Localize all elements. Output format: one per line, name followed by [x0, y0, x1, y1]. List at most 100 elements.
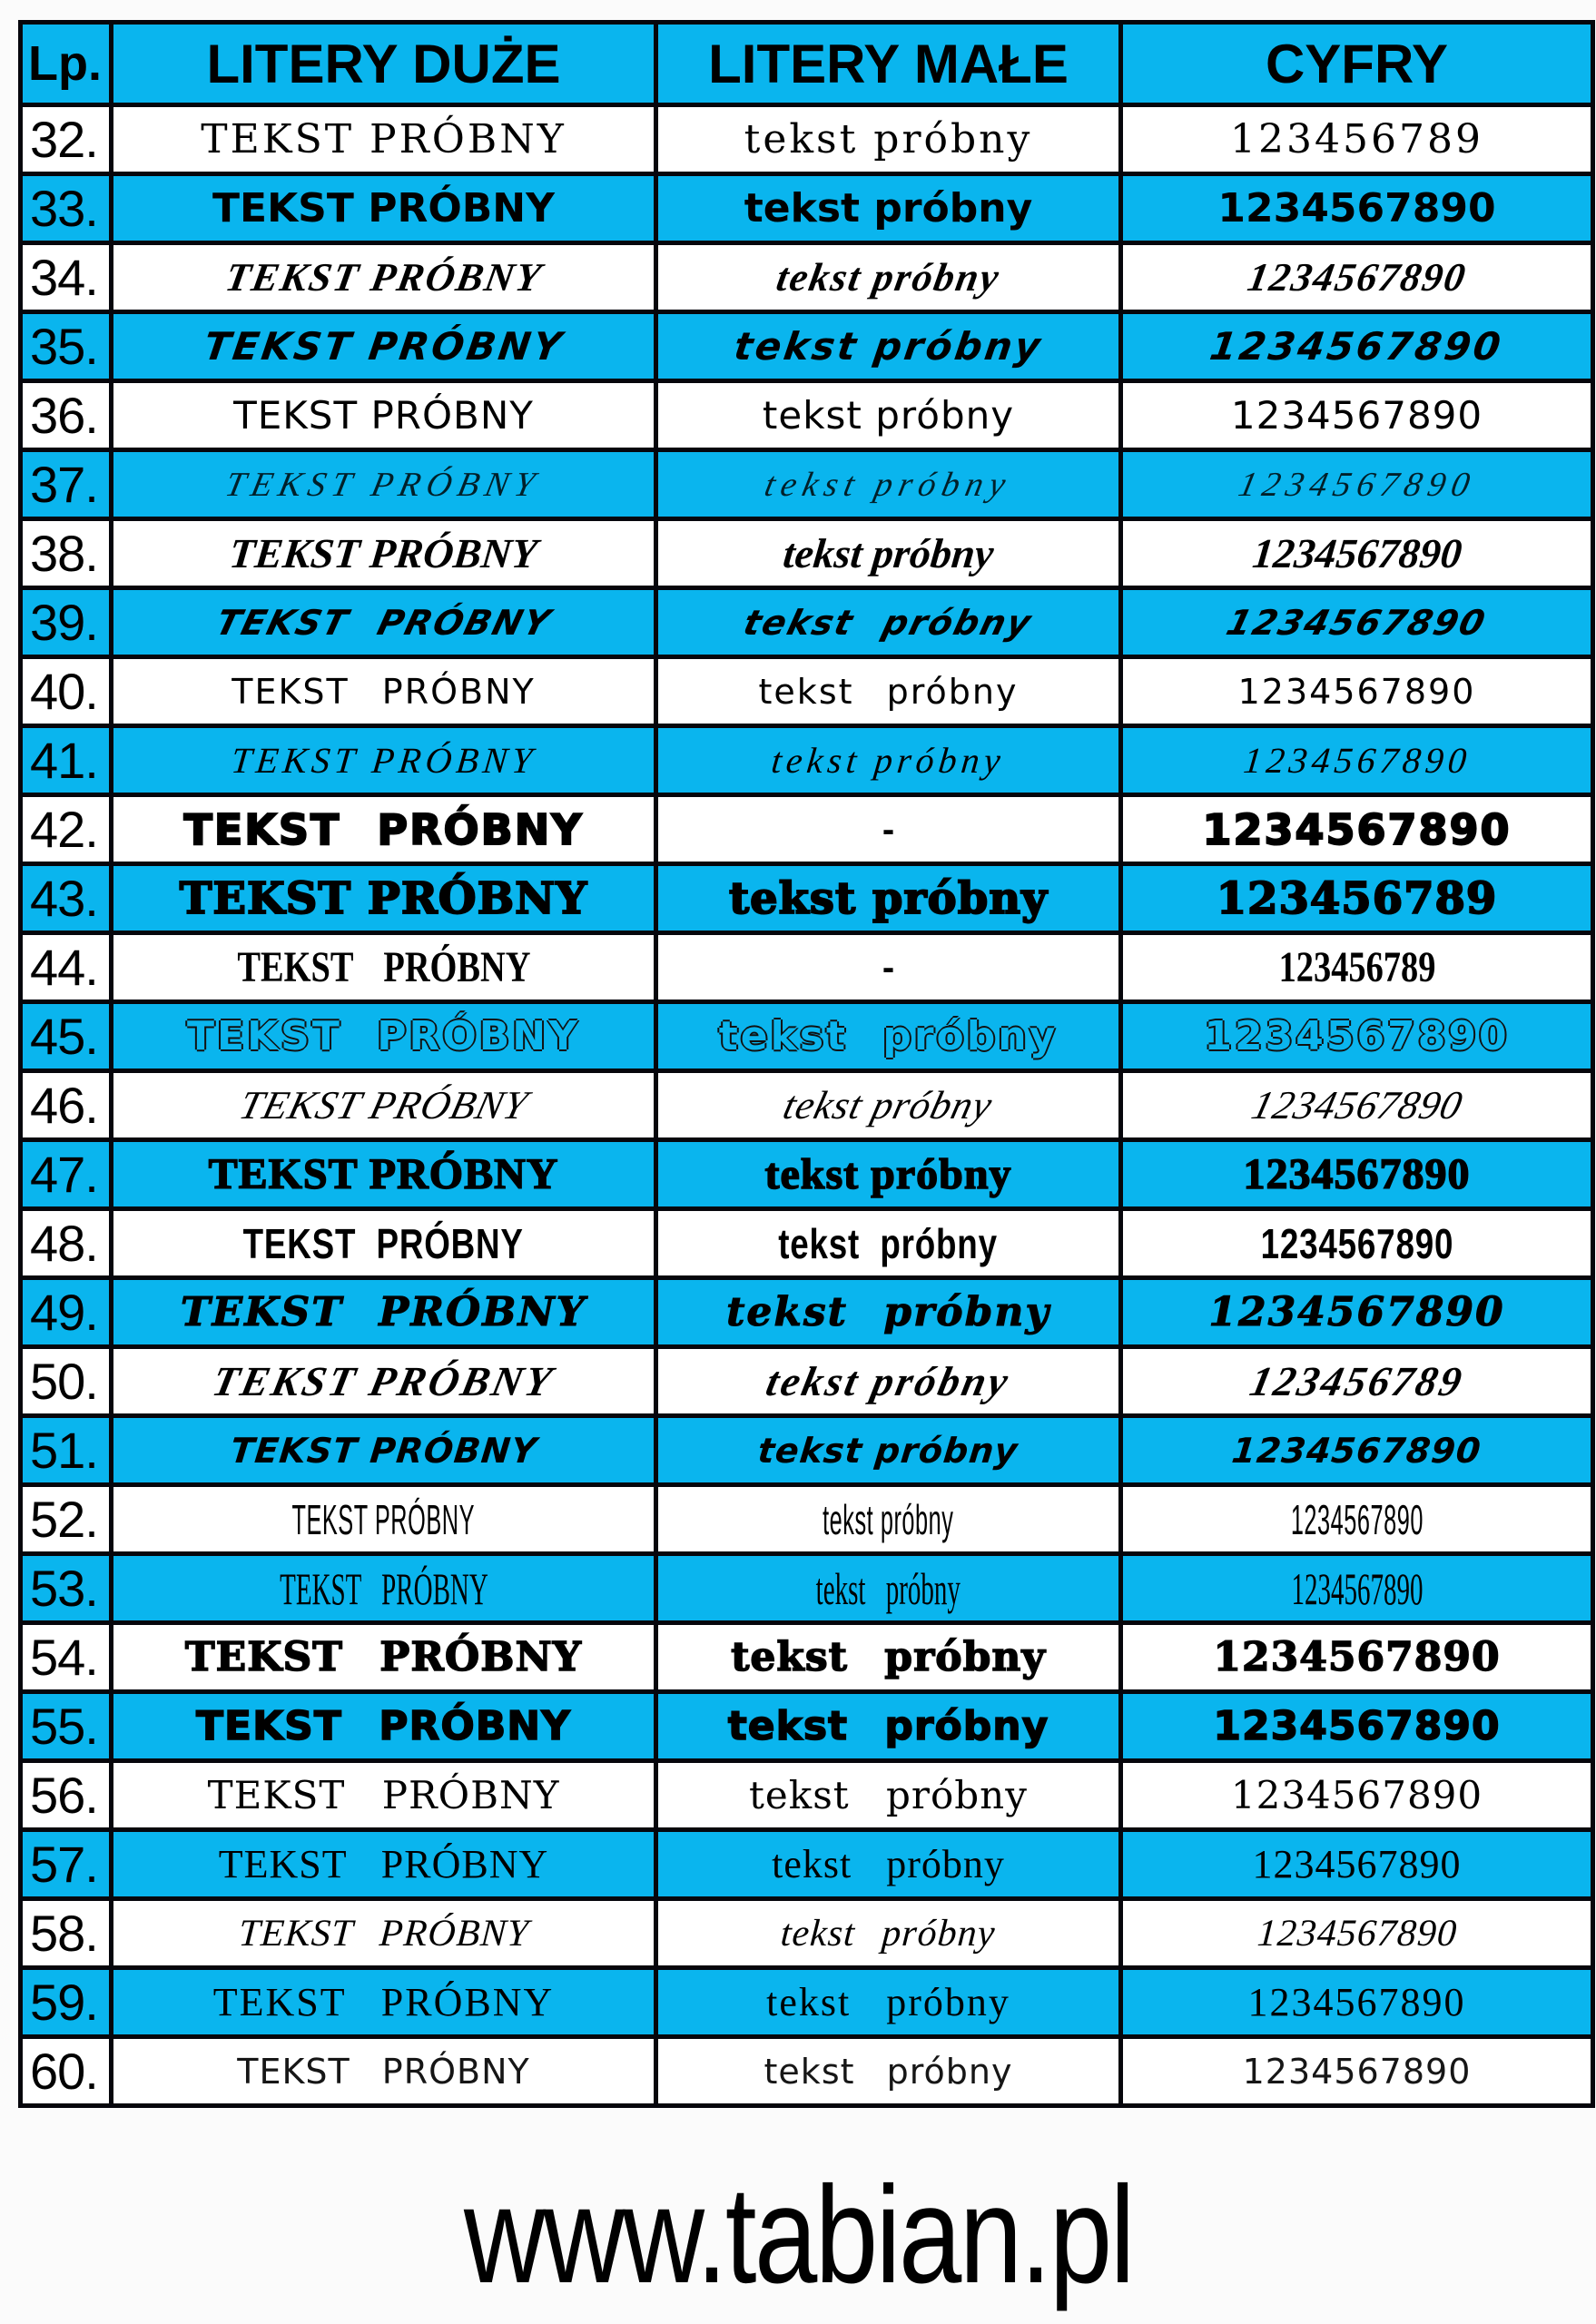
- lower-sample: tekst próbny: [815, 1562, 961, 1614]
- uppercase-sample-cell: TEKST PRÓBNY: [109, 1620, 658, 1694]
- digits-sample: 1234567890: [1249, 529, 1464, 576]
- row-number-cell: 57.: [18, 1827, 113, 1901]
- upper-sample: TEKST PRÓBNY: [222, 465, 546, 504]
- font-table-body: 32. TEKST PRÓBNY tekst próbny 123456789 33. T…: [18, 103, 1595, 2108]
- lower-sample: tekst próbny: [823, 1495, 954, 1543]
- row-number-cell: 56.: [18, 1758, 113, 1832]
- digits-sample-cell: 1234567890: [1118, 1068, 1595, 1142]
- uppercase-sample-cell: TEKST PRÓBNY: [109, 1137, 658, 1211]
- upper-sample: TEKST PRÓBNY: [234, 1082, 533, 1128]
- header-uppercase-letters: LITERY DUŻE: [109, 20, 658, 107]
- uppercase-sample-cell: TEKST PRÓBNY: [109, 103, 658, 176]
- table-row: 49. TEKST PRÓBNY tekst próbny 1234567890: [18, 1275, 1595, 1349]
- uppercase-sample-cell: TEKST PRÓBNY: [109, 310, 658, 383]
- table-row: 55. TEKST PRÓBNY tekst próbny 1234567890: [18, 1689, 1595, 1763]
- lower-sample: tekst próbny: [762, 392, 1015, 438]
- row-number-cell: 37.: [18, 448, 113, 521]
- upper-sample: TEKST PRÓBNY: [195, 1702, 571, 1749]
- uppercase-sample-cell: TEKST PRÓBNY: [109, 1482, 658, 1556]
- lower-sample: tekst próbny: [779, 1912, 998, 1955]
- table-row: 50. TEKST PRÓBNY tekst próbny 123456789: [18, 1344, 1595, 1418]
- lower-sample: tekst próbny: [772, 1841, 1005, 1886]
- lower-sample: tekst próbny: [762, 1357, 1015, 1404]
- lowercase-sample-cell: tekst próbny: [654, 1896, 1123, 1970]
- digits-sample-cell: 1234567890: [1118, 1000, 1595, 1073]
- row-number-cell: 55.: [18, 1689, 113, 1763]
- digits-sample-cell: 1234567890: [1118, 1206, 1595, 1280]
- uppercase-sample-cell: TEKST PRÓBNY: [109, 1965, 658, 2039]
- lower-sample: tekst próbny: [778, 1219, 999, 1267]
- lower-sample: -: [882, 947, 895, 988]
- uppercase-sample-cell: TEKST PRÓBNY: [109, 724, 658, 797]
- digits-sample: 1234567890: [1252, 1841, 1462, 1886]
- lowercase-sample-cell: tekst próbny: [654, 1206, 1123, 1280]
- lower-sample: tekst próbny: [749, 1772, 1028, 1817]
- upper-sample: TEKST PRÓBNY: [201, 115, 566, 162]
- digits-sample: 123456789: [1230, 115, 1483, 162]
- table-row: 34. TEKST PRÓBNY tekst próbny 1234567890: [18, 241, 1595, 314]
- upper-sample: TEKST PRÓBNY: [201, 323, 566, 369]
- lower-sample: tekst próbny: [764, 2051, 1013, 2092]
- table-row: 48. TEKST PRÓBNY tekst próbny 1234567890: [18, 1206, 1595, 1280]
- upper-sample: TEKST PRÓBNY: [236, 1912, 530, 1955]
- digits-sample-cell: 1234567890: [1118, 172, 1595, 245]
- row-number-cell: 50.: [18, 1344, 113, 1418]
- table-row: 52. TEKST PRÓBNY tekst próbny 1234567890: [18, 1482, 1595, 1556]
- uppercase-sample-cell: TEKST PRÓBNY: [109, 172, 658, 245]
- row-number-cell: 52.: [18, 1482, 113, 1556]
- upper-sample: TEKST PRÓBNY: [233, 392, 534, 438]
- uppercase-sample-cell: TEKST PRÓBNY: [109, 862, 658, 935]
- digits-sample: 1234567890: [1207, 323, 1507, 369]
- digits-sample: 1234567890: [1241, 739, 1473, 781]
- lowercase-sample-cell: tekst próbny: [654, 1413, 1123, 1487]
- lowercase-sample-cell: tekst próbny: [654, 172, 1123, 245]
- upper-sample: TEKST PRÓBNY: [207, 1772, 560, 1817]
- uppercase-sample-cell: TEKST PRÓBNY: [109, 931, 658, 1004]
- row-number-cell: 32.: [18, 103, 113, 176]
- row-number-cell: 41.: [18, 724, 113, 797]
- digits-sample: 1234567890: [1260, 1219, 1453, 1267]
- upper-sample: TEKST PRÓBNY: [187, 1012, 580, 1059]
- digits-sample: 1234567890: [1242, 2051, 1472, 2092]
- lowercase-sample-cell: tekst próbny: [654, 2034, 1123, 2108]
- digits-sample-cell: 123456789: [1118, 931, 1595, 1004]
- table-row: 60. TEKST PRÓBNY tekst próbny 1234567890: [18, 2034, 1595, 2108]
- table-row: 41. TEKST PRÓBNY tekst próbny 1234567890: [18, 724, 1595, 797]
- row-number-cell: 49.: [18, 1275, 113, 1349]
- lower-sample: tekst próbny: [731, 323, 1046, 369]
- table-row: 36. TEKST PRÓBNY tekst próbny 1234567890: [18, 379, 1595, 452]
- digits-sample: 1234567890: [1208, 1288, 1505, 1335]
- lower-sample: tekst próbny: [779, 1082, 998, 1128]
- digits-sample-cell: 1234567890: [1118, 724, 1595, 797]
- uppercase-sample-cell: TEKST PRÓBNY: [109, 1827, 658, 1901]
- uppercase-sample-cell: TEKST PRÓBNY: [109, 379, 658, 452]
- uppercase-sample-cell: TEKST PRÓBNY: [109, 241, 658, 314]
- digits-sample-cell: 1234567890: [1118, 310, 1595, 383]
- digits-sample: 1234567890: [1290, 1495, 1424, 1543]
- lower-sample: tekst próbny: [718, 1012, 1059, 1059]
- upper-sample: TEKST PRÓBNY: [291, 1495, 476, 1543]
- row-number-cell: 46.: [18, 1068, 113, 1142]
- table-row: 42. TEKST PRÓBNY - 1234567890: [18, 793, 1595, 866]
- table-row: 38. TEKST PRÓBNY tekst próbny 1234567890: [18, 517, 1595, 590]
- table-row: 54. TEKST PRÓBNY tekst próbny 1234567890: [18, 1620, 1595, 1694]
- digits-sample-cell: 1234567890: [1118, 517, 1595, 590]
- lowercase-sample-cell: -: [654, 931, 1123, 1004]
- upper-sample: TEKST PRÓBNY: [212, 602, 556, 643]
- lower-sample: tekst próbny: [756, 1430, 1020, 1471]
- upper-sample: TEKST PRÓBNY: [218, 1841, 549, 1886]
- digits-sample-cell: 123456789: [1118, 1344, 1595, 1418]
- upper-sample: TEKST PRÓBNY: [208, 1149, 559, 1198]
- digits-sample-cell: 1234567890: [1118, 379, 1595, 452]
- lower-sample: tekst próbny: [727, 1702, 1049, 1749]
- lower-sample: tekst próbny: [726, 1288, 1050, 1335]
- lower-sample: tekst próbny: [728, 872, 1049, 924]
- lower-sample: tekst próbny: [730, 1633, 1046, 1680]
- digits-sample-cell: 1234567890: [1118, 2034, 1595, 2108]
- upper-sample: TEKST PRÓBNY: [227, 529, 540, 576]
- digits-sample-cell: 1234567890: [1118, 1620, 1595, 1694]
- header-lowercase-letters: LITERY MAŁE: [654, 20, 1123, 107]
- digits-sample-cell: 1234567890: [1118, 1275, 1595, 1349]
- digits-sample: 123456789: [1278, 942, 1435, 991]
- lowercase-sample-cell: tekst próbny: [654, 379, 1123, 452]
